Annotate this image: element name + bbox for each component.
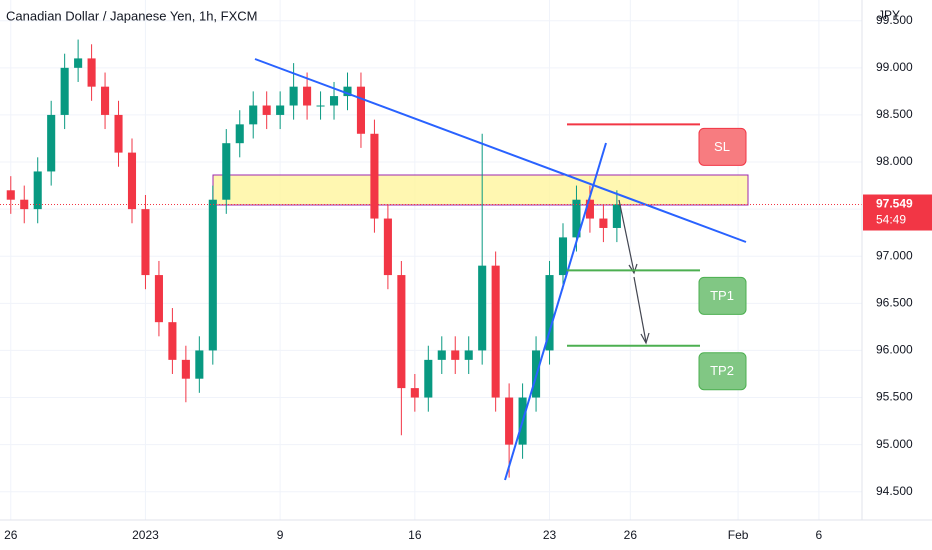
candle-body — [316, 105, 325, 107]
candle-body — [329, 96, 339, 106]
x-tick-label: 23 — [543, 528, 557, 542]
y-tick-label: 97.000 — [876, 248, 913, 262]
currency: JPY — [878, 8, 900, 22]
x-tick-label: 26 — [4, 528, 18, 542]
level-label: SL — [714, 139, 730, 154]
y-tick-label: 99.000 — [876, 60, 913, 74]
candle-body — [208, 199, 217, 351]
level-label: TP1 — [710, 288, 734, 303]
candle-body — [222, 143, 231, 200]
y-tick-label: 95.000 — [876, 437, 913, 451]
candle-body — [505, 397, 514, 445]
candle-body — [612, 204, 621, 228]
candle-body — [545, 275, 554, 351]
y-tick-label: 95.500 — [876, 390, 913, 404]
candle-body — [114, 114, 123, 153]
x-tick-label: 2023 — [132, 528, 159, 542]
candle-body — [87, 58, 96, 87]
last-price-label: 97.549 — [876, 197, 913, 211]
candle-body — [585, 199, 594, 219]
candle-body — [289, 86, 298, 106]
y-tick-label: 94.500 — [876, 484, 913, 498]
candle-body — [370, 133, 379, 219]
y-tick-label: 96.500 — [876, 296, 913, 310]
ascending-trendline — [504, 142, 607, 481]
candle-body — [478, 265, 487, 351]
candle-body — [60, 67, 69, 115]
candle-body — [141, 209, 150, 276]
candle-body — [33, 171, 42, 210]
candle-body — [181, 359, 190, 379]
candle-body — [195, 350, 204, 379]
y-tick-label: 96.000 — [876, 343, 913, 357]
level-box — [698, 127, 747, 166]
countdown: 54:49 — [876, 213, 906, 227]
projection-arrows — [618, 199, 650, 345]
candle-body — [262, 105, 271, 115]
candle-body — [127, 152, 137, 210]
candle-body — [464, 350, 473, 360]
level-box — [698, 276, 747, 315]
candle-body — [572, 199, 581, 238]
candle-body — [168, 322, 177, 360]
chart-title: Canadian Dollar / Japanese Yen, 1h, FXCM — [6, 8, 258, 23]
candle-body — [451, 350, 460, 360]
level-box — [698, 352, 747, 391]
x-tick-label: 6 — [816, 528, 823, 542]
candle-body — [424, 359, 433, 398]
candle-body — [154, 275, 163, 323]
x-tick-label: 9 — [277, 528, 284, 542]
candle-body — [343, 86, 352, 97]
candle-body — [101, 86, 110, 115]
candle-body — [558, 237, 568, 276]
candle-body — [235, 124, 244, 144]
x-tick-label: 16 — [408, 528, 422, 542]
candle-body — [491, 265, 500, 398]
y-tick-label: 99.500 — [876, 13, 913, 27]
candle-body — [276, 105, 285, 115]
y-tick-label: 98.000 — [876, 154, 913, 168]
candle-body — [74, 58, 83, 68]
candle-body — [6, 190, 15, 200]
descending-trendline — [254, 58, 747, 243]
candle-body — [303, 86, 312, 106]
candle-body — [437, 350, 446, 360]
x-tick-label: 26 — [624, 528, 638, 542]
candle-body — [599, 218, 608, 228]
last-price-box — [863, 194, 932, 231]
candle-body — [356, 86, 366, 134]
y-tick-label: 98.500 — [876, 107, 913, 121]
candle-body — [383, 218, 392, 276]
candle-body — [47, 114, 56, 172]
x-tick-label: Feb — [728, 528, 749, 542]
candle-body — [397, 275, 406, 389]
candle-body — [249, 105, 258, 125]
candle-body — [410, 388, 419, 398]
level-label: TP2 — [710, 363, 734, 378]
supply-zone — [212, 174, 749, 206]
